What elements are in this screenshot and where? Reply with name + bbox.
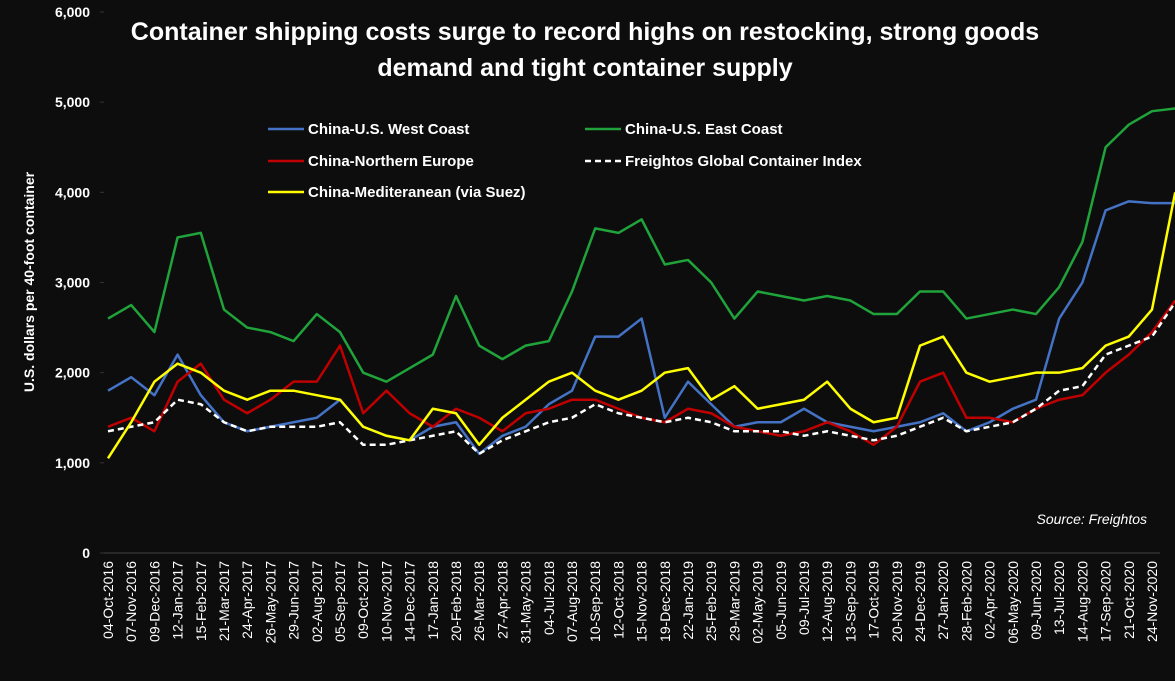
legend-label: Freightos Global Container Index [625, 153, 862, 170]
x-tick-label: 27-Apr-2018 [494, 561, 510, 639]
x-tick-label: 09-Oct-2017 [355, 561, 371, 639]
series-line [107, 200, 1175, 456]
x-tick-label: 21-Mar-2017 [216, 561, 232, 641]
legend-label: China-Mediteranean (via Suez) [308, 184, 526, 201]
x-tick-label: 02-Aug-2017 [309, 561, 325, 642]
x-tick-label: 17-Sep-2020 [1098, 561, 1114, 642]
legend-label: China-U.S. West Coast [308, 121, 469, 138]
x-tick-label: 29-Jun-2017 [286, 561, 302, 640]
x-tick-label: 05-Sep-2017 [332, 561, 348, 642]
x-tick-label: 13-Sep-2019 [842, 561, 858, 642]
chart-title: Container shipping costs surge to record… [130, 18, 1040, 82]
x-tick-label: 17-Jan-2018 [425, 561, 441, 640]
x-tick-label: 15-Nov-2018 [634, 561, 650, 642]
x-tick-label: 26-May-2017 [262, 561, 278, 644]
x-tick-label: 20-Nov-2019 [889, 561, 905, 642]
series-line [106, 192, 1175, 460]
y-tick-label: 3,000 [55, 275, 90, 291]
legend-label: China-U.S. East Coast [625, 121, 783, 138]
x-tick-label: 09-Jul-2019 [796, 561, 812, 635]
y-tick-label: 0 [82, 545, 90, 561]
y-tick-label: 2,000 [55, 365, 90, 381]
x-tick-label: 13-Jul-2020 [1051, 561, 1067, 635]
x-tick-label: 05-Jun-2019 [773, 561, 789, 640]
y-axis-label: U.S. dollars per 40-foot container [21, 171, 37, 392]
x-tick-label: 04-Jul-2018 [541, 561, 557, 635]
x-tick-label: 26-Mar-2018 [471, 561, 487, 641]
x-tick-label: 24-Dec-2019 [912, 561, 928, 642]
x-tick-label: 07-Aug-2018 [564, 561, 580, 642]
x-tick-label: 10-Sep-2018 [587, 561, 603, 642]
x-tick-label: 25-Feb-2019 [703, 561, 719, 641]
source-note: Source: Freightos [1037, 511, 1148, 527]
x-tick-label: 14-Dec-2017 [402, 561, 418, 642]
x-tick-label: 31-May-2018 [518, 561, 534, 644]
y-tick-label: 1,000 [55, 455, 90, 471]
x-tick-label: 09-Dec-2016 [146, 561, 162, 642]
x-tick-label: 28-Feb-2020 [958, 561, 974, 641]
y-tick-label: 5,000 [55, 94, 90, 110]
x-tick-label: 12-Jan-2017 [170, 561, 186, 640]
series-line [107, 301, 1175, 456]
x-tick-label: 06-May-2020 [1005, 561, 1021, 644]
x-tick-label: 02-May-2019 [750, 561, 766, 644]
x-tick-label: 17-Oct-2019 [866, 561, 882, 639]
x-tick-label: 21-Oct-2020 [1121, 561, 1137, 639]
x-tick-label: 24-Nov-2020 [1144, 561, 1160, 642]
x-tick-label: 29-Mar-2019 [726, 561, 742, 641]
x-tick-label: 27-Jan-2020 [935, 561, 951, 640]
y-tick-label: 6,000 [55, 4, 90, 20]
y-tick-label: 4,000 [55, 184, 90, 200]
x-tick-label: 14-Aug-2020 [1074, 561, 1090, 642]
x-tick-label: 12-Oct-2018 [610, 561, 626, 639]
x-tick-label: 09-Jun-2020 [1028, 561, 1044, 640]
x-tick-label: 19-Dec-2018 [657, 561, 673, 642]
x-tick-label: 12-Aug-2019 [819, 561, 835, 642]
x-tick-label: 04-Oct-2016 [100, 561, 116, 639]
legend-label: China-Northern Europe [308, 153, 474, 170]
x-tick-label: 22-Jan-2019 [680, 561, 696, 640]
x-tick-label: 07-Nov-2016 [123, 561, 139, 642]
x-tick-label: 24-Apr-2017 [239, 561, 255, 639]
x-tick-label: 20-Feb-2018 [448, 561, 464, 641]
x-tick-label: 15-Feb-2017 [193, 561, 209, 641]
x-tick-label: 02-Apr-2020 [982, 561, 998, 639]
x-tick-label: 10-Nov-2017 [378, 561, 394, 642]
series-line [107, 107, 1175, 383]
